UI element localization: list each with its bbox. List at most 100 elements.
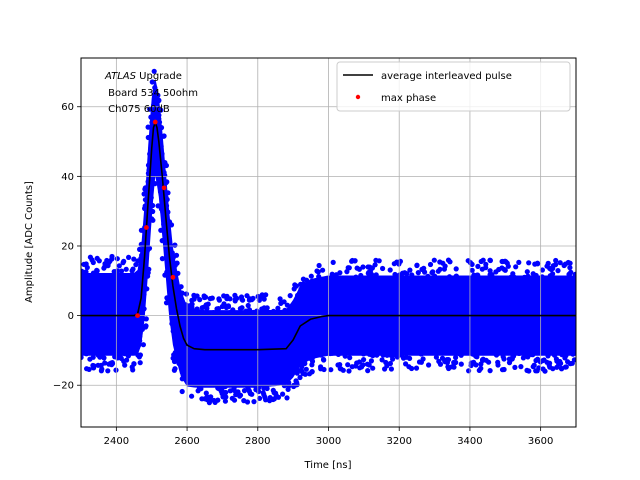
scatter-point xyxy=(487,368,493,374)
scatter-point xyxy=(383,359,389,366)
scatter-point xyxy=(446,365,452,372)
scatter-point xyxy=(466,368,472,374)
scatter-point xyxy=(467,260,473,266)
scatter-point xyxy=(221,301,227,307)
scatter-point xyxy=(387,267,393,273)
scatter-point xyxy=(129,268,135,274)
scatter-point xyxy=(87,254,93,260)
scatter-point xyxy=(550,265,556,271)
scatter-point xyxy=(216,297,222,303)
grid xyxy=(81,58,576,427)
legend-swatch-max-phase xyxy=(355,94,361,100)
scatter-point xyxy=(495,362,501,368)
scatter-point xyxy=(516,259,522,265)
scatter-point xyxy=(479,357,486,363)
scatter-point xyxy=(337,362,343,368)
scatter-point xyxy=(403,354,409,360)
scatter-point xyxy=(122,362,128,368)
scatter-point xyxy=(365,368,371,374)
scatter-point xyxy=(237,306,243,312)
scatter-point xyxy=(124,357,130,363)
scatter-point xyxy=(441,266,447,272)
scatter-point xyxy=(286,383,292,389)
scatter-point xyxy=(260,390,266,396)
scatter-point xyxy=(232,292,238,298)
scatter-point xyxy=(437,361,444,367)
scatter-point xyxy=(94,255,100,261)
scatter-point xyxy=(287,293,293,299)
scatter-point xyxy=(451,364,457,370)
scatter-point xyxy=(109,361,116,367)
legend-label-average: average interleaved pulse xyxy=(381,71,512,82)
scatter-point xyxy=(407,267,413,273)
scatter-point xyxy=(245,302,251,309)
scatter-point xyxy=(191,292,197,298)
scatter-point xyxy=(281,299,287,305)
scatter-point xyxy=(357,365,363,371)
y-tick-label: 60 xyxy=(61,102,74,113)
scatter-point xyxy=(368,358,374,364)
scatter-point xyxy=(526,260,532,266)
y-tick-label: −20 xyxy=(53,381,74,392)
scatter-point xyxy=(540,366,546,372)
annotation-upgrade: Upgrade xyxy=(136,71,182,82)
scatter-point xyxy=(81,354,84,360)
scatter-point xyxy=(308,273,314,279)
scatter-point xyxy=(388,366,394,372)
scatter-point xyxy=(300,276,306,282)
scatter-point xyxy=(172,242,178,248)
annotation-line-1: ATLAS Upgrade xyxy=(104,71,182,82)
scatter-point xyxy=(212,399,218,405)
scatter-point xyxy=(330,259,336,265)
max-phase-layer xyxy=(135,119,176,319)
scatter-point xyxy=(571,357,576,363)
scatter-point xyxy=(105,368,111,374)
scatter-point xyxy=(321,366,327,373)
legend: average interleaved pulse max phase xyxy=(336,61,571,112)
y-tick-label: 0 xyxy=(68,311,74,322)
scatter-point xyxy=(270,387,276,393)
scatter-point xyxy=(262,394,268,400)
scatter-point xyxy=(380,265,386,272)
scatter-point xyxy=(534,368,540,374)
scatter-point xyxy=(207,296,213,302)
scatter-points xyxy=(81,68,576,406)
scatter-point xyxy=(222,398,228,404)
scatter-point xyxy=(487,257,493,264)
scatter-point xyxy=(372,262,378,268)
scatter-point xyxy=(544,263,550,269)
scatter-point xyxy=(512,364,518,370)
scatter-point xyxy=(84,366,90,372)
scatter-point xyxy=(232,296,238,303)
scatter-point xyxy=(280,391,286,397)
scatter-point xyxy=(447,259,453,265)
x-tick-label: 2800 xyxy=(245,436,270,447)
scatter-point xyxy=(561,262,567,269)
scatter-point xyxy=(233,392,239,398)
scatter-point xyxy=(480,257,486,263)
max-phase-point xyxy=(144,225,149,230)
scatter-point xyxy=(116,263,122,269)
scatter-point xyxy=(179,388,185,395)
scatter-point xyxy=(493,269,499,275)
max-phase-point xyxy=(152,119,158,125)
scatter-point xyxy=(453,266,459,272)
scatter-point xyxy=(321,357,327,363)
scatter-point xyxy=(414,262,420,269)
x-tick-label: 3000 xyxy=(316,436,341,447)
annotation-line-3: Ch075 60dB xyxy=(105,104,170,115)
annotation: ATLAS Upgrade Board 534 50ohm Ch075 60dB xyxy=(104,71,198,115)
scatter-point xyxy=(102,360,108,366)
scatter-point xyxy=(426,362,432,368)
scatter-point xyxy=(102,261,108,267)
scatter-point xyxy=(251,399,257,405)
scatter-point xyxy=(403,361,409,367)
scatter-point xyxy=(87,356,93,362)
scatter-point xyxy=(237,392,244,398)
scatter-point xyxy=(126,254,132,260)
scatter-point xyxy=(123,266,129,272)
x-tick-label: 2400 xyxy=(104,436,129,447)
scatter-point xyxy=(345,362,351,368)
scatter-point xyxy=(145,124,151,130)
scatter-point xyxy=(365,264,371,270)
